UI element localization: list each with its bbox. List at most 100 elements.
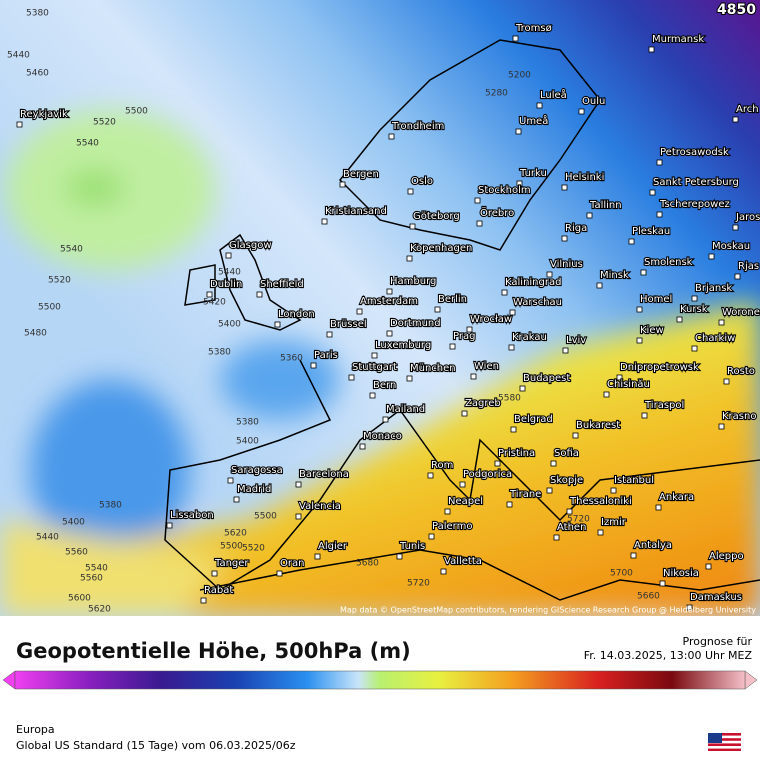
city-marker [16,121,23,128]
city-marker [578,108,585,115]
city-marker [386,288,393,295]
city-label: Dortmund [390,318,441,329]
contour-label: 5600 [68,594,91,604]
city-label: Jaros [735,212,760,223]
city-label: Kopenhagen [410,243,472,254]
contour-label: 5500 [254,512,277,522]
city-label: Arch [736,104,759,115]
title: Geopotentielle Höhe, 500hPa (m) [16,639,411,663]
city-marker [233,496,240,503]
city-marker [603,391,610,398]
city-label: Thessaloniki [569,496,632,507]
city-marker [553,534,560,541]
city-marker [586,212,593,219]
city-label: Wien [474,361,499,372]
city-label: Rosto [727,366,755,377]
contour-label: 5560 [80,574,103,584]
city-marker [427,472,434,479]
city-label: Valletta [444,556,482,567]
city-label: Berlin [438,294,467,305]
city-marker [314,553,321,560]
city-label: Vilnius [550,259,583,270]
city-label: Petrosawodsk [660,147,729,158]
city-marker [256,291,263,298]
city-label: Rjas [738,261,759,272]
city-label: London [278,309,315,320]
city-label: Istanbul [614,475,654,486]
contour-label: 5580 [498,394,521,404]
city-marker [636,306,643,313]
city-label: Krasno [722,411,756,422]
city-marker [444,508,451,515]
city-marker [656,159,663,166]
contour-label: 5440 [7,51,30,61]
contour-label: 5620 [88,605,111,615]
city-marker [561,235,568,242]
city-marker [641,412,648,419]
city-marker [474,197,481,204]
contour-label: 5720 [567,515,590,525]
city-label: Chisinău [607,379,650,390]
city-label: Bukarest [576,420,620,431]
contour-label: 5460 [26,69,49,79]
contour-label: 5380 [99,501,122,511]
city-label: Tunis [399,541,425,552]
city-marker [494,460,501,467]
city-marker [516,180,523,187]
city-label: Ankara [659,492,694,503]
city-marker [550,460,557,467]
city-label: Oslo [411,176,433,187]
city-marker [206,291,213,298]
city-marker [274,321,281,328]
forecast-label: Prognose für [683,635,753,648]
corner-label: 4850 [717,2,756,18]
city-marker [506,501,513,508]
colorbar [14,670,746,690]
city-label: Tallinn [589,200,622,211]
city-label: Smolensk [644,257,693,268]
city-marker [369,392,376,399]
city-marker [382,416,389,423]
city-marker [640,269,647,276]
city-marker [561,184,568,191]
contour-label: 5480 [24,329,47,339]
city-label: Luleå [540,88,567,101]
city-marker [388,133,395,140]
city-label: Dnipropetrowsk [620,362,699,373]
city-label: Lviv [566,335,586,346]
city-marker [166,522,173,529]
city-label: Nikosia [663,568,699,579]
city-label: Zagreb [465,398,501,409]
city-label: Madrid [237,484,271,495]
city-label: Bergen [343,169,379,180]
city-marker [616,374,623,381]
city-label: Moskau [712,241,750,252]
city-marker [225,252,232,259]
contour-label: 5700 [610,569,633,579]
city-label: Warschau [513,297,562,308]
city-marker [515,128,522,135]
city-label: Riga [565,223,587,234]
city-label: Glasgow [229,240,272,251]
city-marker [509,309,516,316]
city-marker [656,211,663,218]
city-label: Dublin [210,279,242,290]
city-marker [519,385,526,392]
city-marker [339,181,346,188]
city-label: Stockholm [478,185,531,196]
city-label: Charkiw [695,333,735,344]
city-marker [200,597,207,604]
city-label: Saragossa [231,465,283,476]
city-label: Pristina [498,448,535,459]
city-label: Tromsø [515,23,552,34]
city-marker [406,375,413,382]
city-marker [718,423,725,430]
city-label: Amsterdam [360,296,418,307]
city-label: Aleppo [709,551,744,562]
city-label: Budapest [523,373,570,384]
contour-label: 5540 [85,564,108,574]
city-label: Valencia [299,501,341,512]
city-label: Sofia [554,448,579,459]
city-label: Rom [431,460,453,471]
